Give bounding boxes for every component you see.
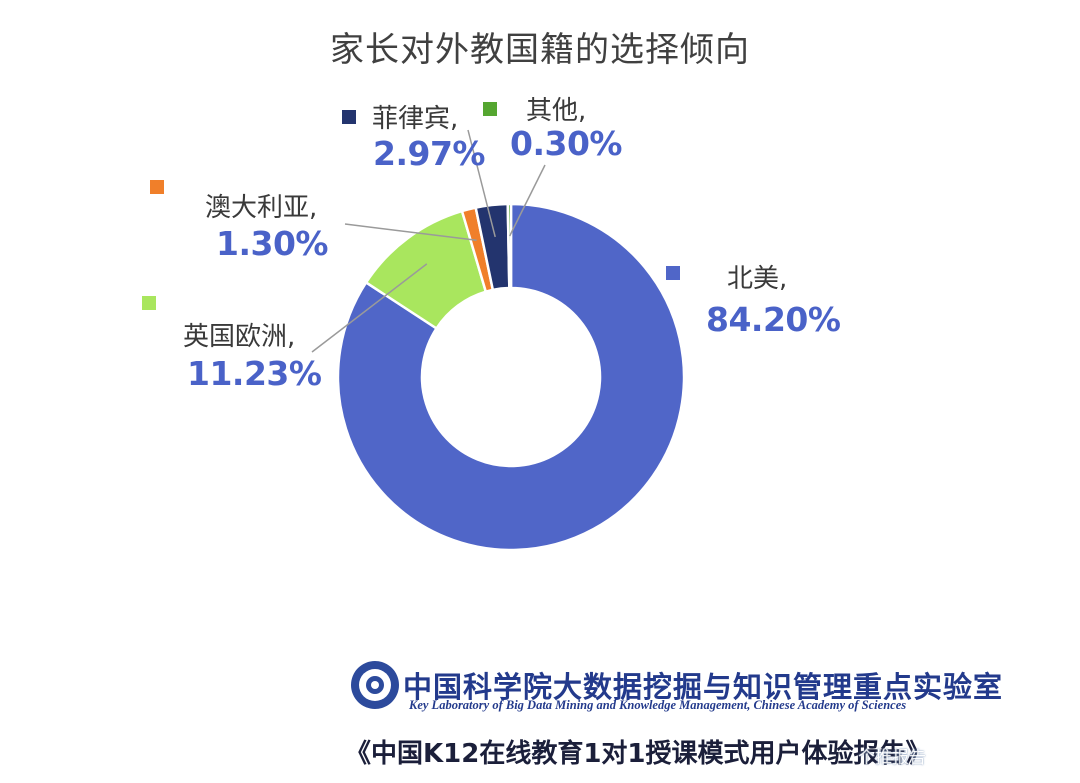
- legend-swatch-north-america: [666, 266, 680, 280]
- slice-value-uk-europe: 11.23%: [187, 354, 322, 393]
- leader-lines: [311, 129, 546, 353]
- slice-value-australia: 1.30%: [216, 224, 329, 263]
- leader-line-australia: [344, 223, 477, 241]
- slice-label-uk-europe: 英国欧洲,: [183, 322, 296, 352]
- slice-label-philippines: 菲律宾,: [372, 104, 459, 134]
- legend-swatch-australia: [150, 180, 164, 194]
- chart-title: 家长对外教国籍的选择倾向: [330, 30, 750, 70]
- leader-line-other: [508, 164, 546, 237]
- legend-swatch-philippines: [342, 110, 356, 124]
- slice-value-other: 0.30%: [510, 124, 623, 163]
- leader-line-uk-europe: [311, 263, 428, 353]
- slice-value-philippines: 2.97%: [373, 134, 486, 173]
- slice-label-australia: 澳大利亚,: [205, 193, 318, 223]
- slice-label-other: 其他,: [526, 96, 587, 126]
- slice-value-north-america: 84.20%: [706, 300, 841, 339]
- leader-line-philippines: [467, 129, 496, 238]
- institution-name-en: Key Laboratory of Big Data Mining and Kn…: [409, 698, 907, 712]
- slice-label-north-america: 北美,: [727, 264, 788, 294]
- institution-name-cn: 中国科学院大数据挖掘与知识管理重点实验室: [403, 670, 1004, 704]
- donut-slices: [336, 202, 686, 552]
- report-title: 《中国K12在线教育1对1授课模式用户体验报告》: [345, 739, 932, 769]
- slice-other: [506, 202, 513, 290]
- watermark: 个推报告: [858, 748, 926, 768]
- cas-logo: [351, 661, 399, 709]
- legend-swatch-uk-europe: [142, 296, 156, 310]
- legend-swatch-other: [483, 102, 497, 116]
- slice-north-america: [336, 202, 686, 552]
